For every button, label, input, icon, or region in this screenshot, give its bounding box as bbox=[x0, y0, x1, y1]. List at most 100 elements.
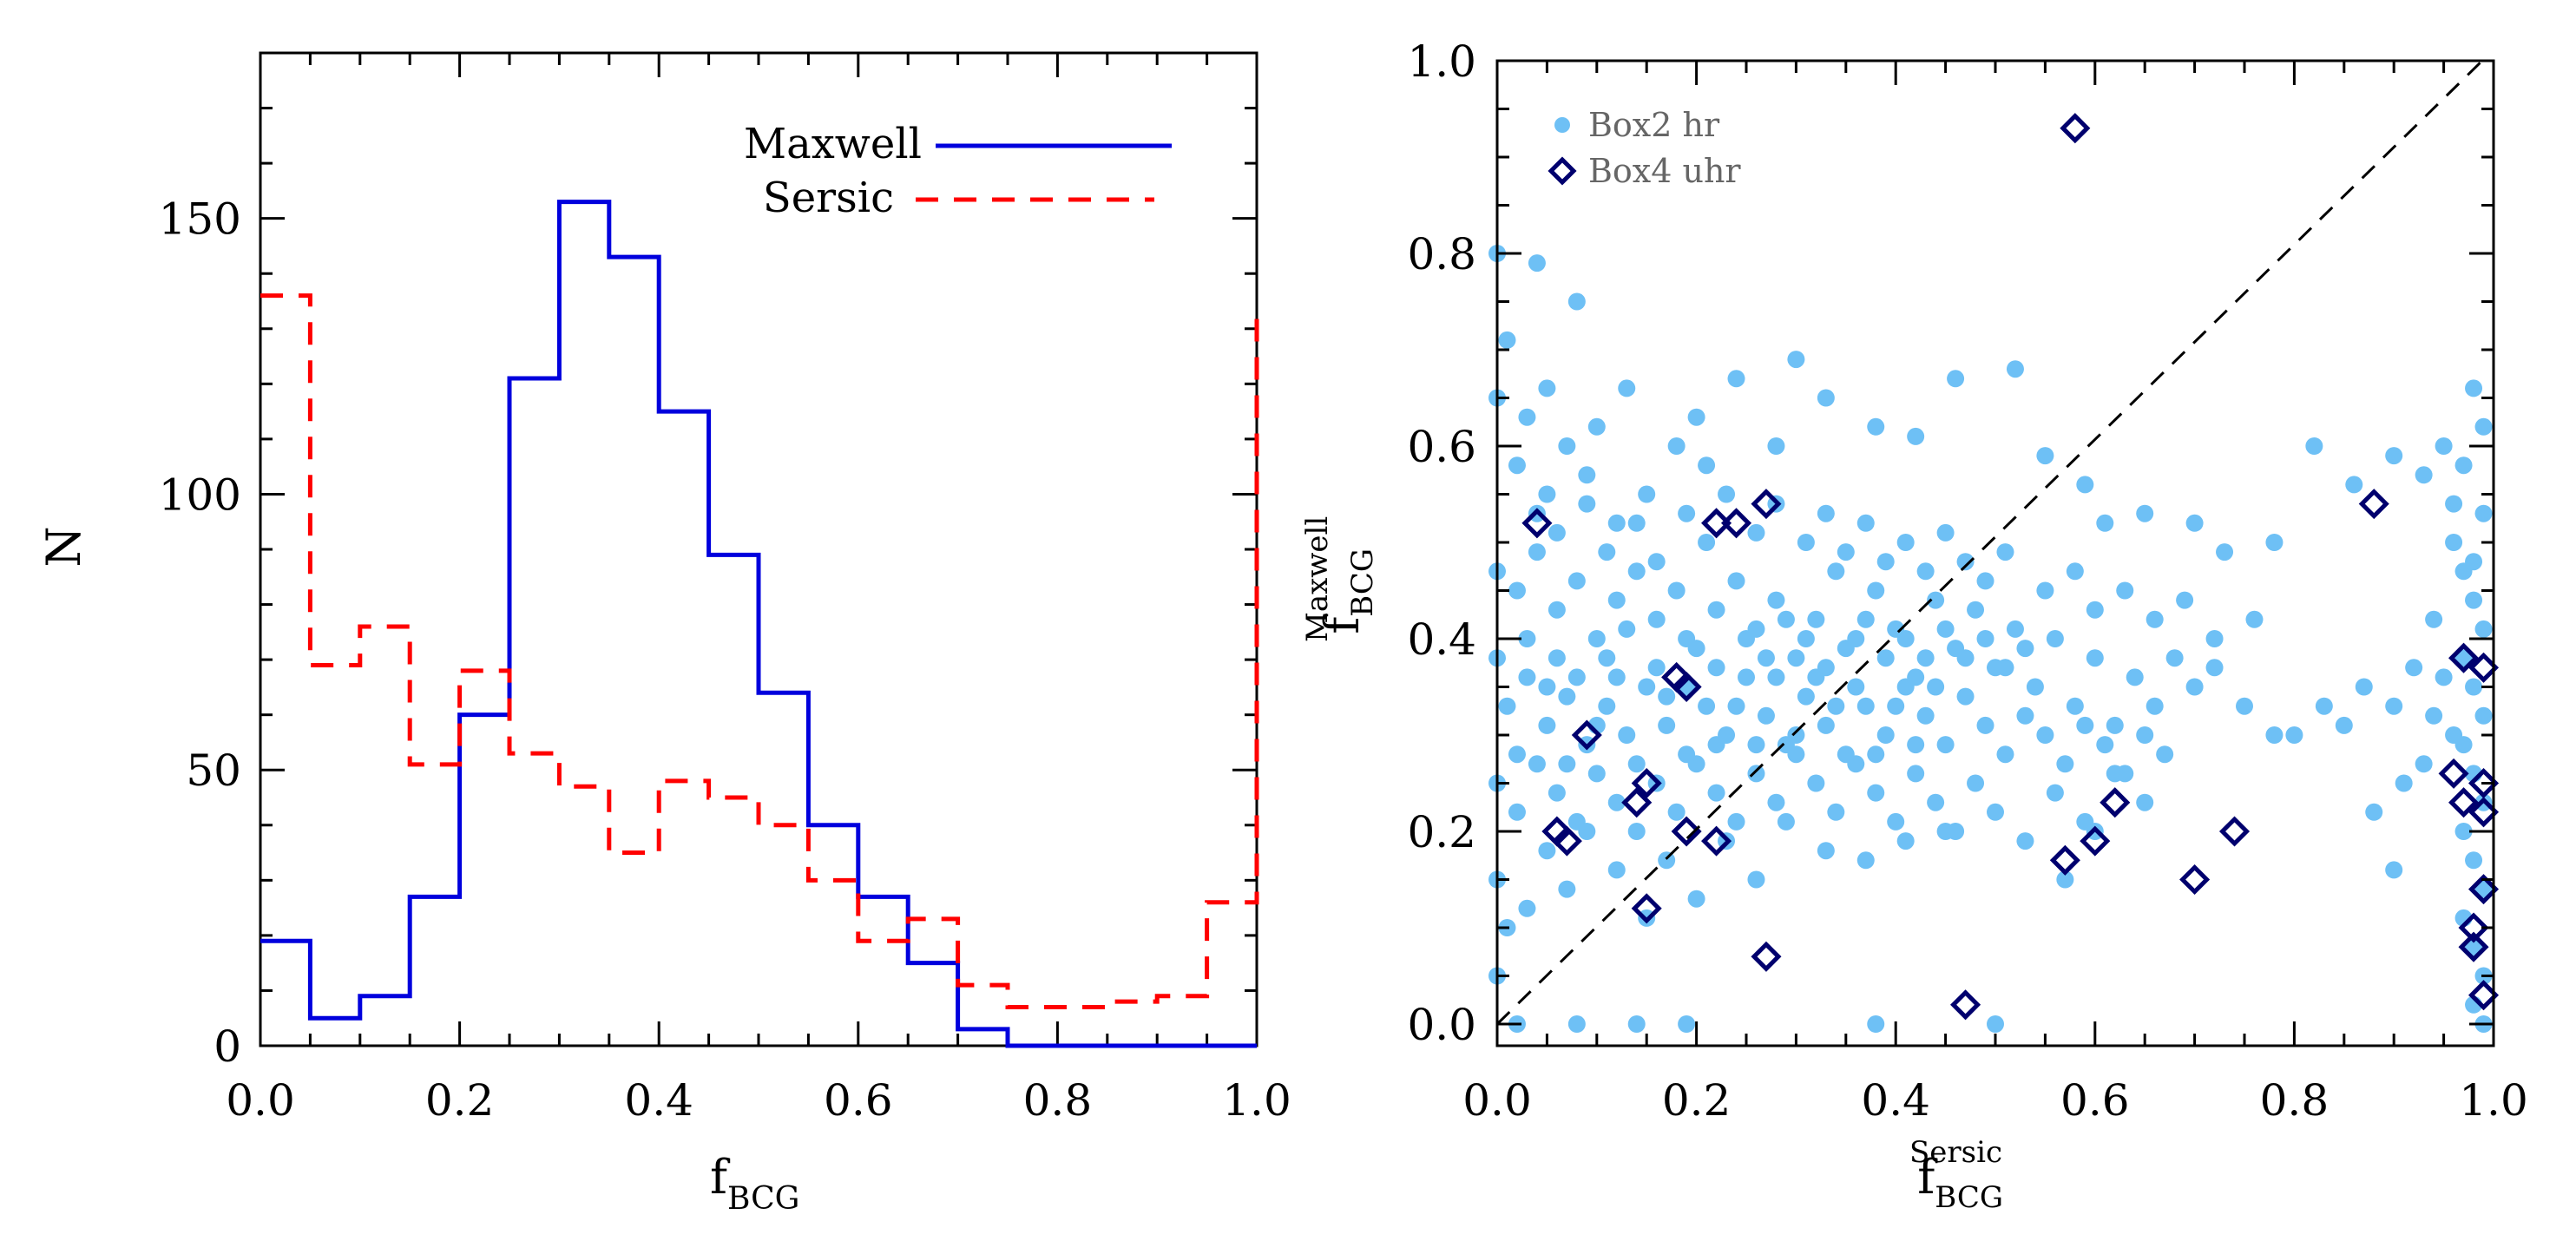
box2-hr-point bbox=[1827, 803, 1845, 821]
box4-uhr-point bbox=[2179, 863, 2211, 896]
box2-hr-point bbox=[1936, 620, 1955, 638]
box2-hr-point bbox=[2146, 610, 2164, 628]
box2-hr-point bbox=[2474, 504, 2493, 522]
legend-label-box4-uhr: Box4 uhr bbox=[1588, 152, 1741, 190]
box2-hr-point bbox=[1627, 562, 1646, 581]
box2-hr-point bbox=[2086, 601, 2104, 619]
box2-hr-point bbox=[1936, 823, 1955, 840]
box2-hr-point bbox=[2076, 716, 2094, 734]
box2-hr-point bbox=[1707, 659, 1725, 677]
box2-hr-point bbox=[1817, 504, 1835, 522]
histogram-series-sersic bbox=[260, 293, 1259, 1010]
box2-hr-point bbox=[2205, 659, 2224, 677]
scatter-x-tick-label: 0.6 bbox=[2060, 1075, 2130, 1126]
box2-hr-point bbox=[1827, 562, 1845, 581]
box2-hr-point bbox=[1916, 706, 1935, 725]
box2-hr-point bbox=[1727, 697, 1745, 715]
box2-hr-point bbox=[1548, 601, 1566, 619]
scatter-ticks bbox=[1495, 59, 2495, 1046]
box2-hr-point bbox=[1687, 755, 1705, 773]
box2-hr-point bbox=[1787, 351, 1805, 369]
box2-hr-point bbox=[2205, 630, 2224, 647]
box4-uhr-point bbox=[1551, 825, 1582, 857]
histogram-x-tick-labels: 0.0 0.2 0.4 0.6 0.8 1.0 bbox=[226, 1075, 1291, 1126]
box2-hr-point bbox=[2465, 379, 2483, 397]
box2-hr-point bbox=[1856, 610, 1875, 628]
box2-hr-point bbox=[1757, 706, 1775, 725]
scatter-y-tick-label: 0.8 bbox=[1407, 229, 1476, 279]
box2-hr-point bbox=[1528, 543, 1546, 561]
box2-hr-point bbox=[1538, 842, 1556, 860]
scatter-x-tick-label: 0.2 bbox=[1662, 1075, 1732, 1126]
box2-hr-point bbox=[2385, 447, 2403, 465]
box2-hr-point bbox=[1727, 812, 1745, 831]
box2-hr-point bbox=[2096, 514, 2114, 532]
box2-hr-point bbox=[1658, 716, 1676, 734]
histogram-series-maxwell bbox=[260, 200, 1257, 1048]
box2-hr-point bbox=[1707, 601, 1725, 619]
box2-hr-point bbox=[1718, 485, 1736, 503]
box2-hr-point bbox=[1996, 659, 2014, 677]
box2-hr-point bbox=[2305, 437, 2323, 455]
box2-hr-point bbox=[1738, 668, 1755, 686]
scatter-x-axis-title: fBCGSersic bbox=[1909, 1135, 2003, 1215]
scatter-x-tick-label: 0.4 bbox=[1861, 1075, 1930, 1126]
box4-uhr-point bbox=[2448, 787, 2480, 818]
box2-hr-point bbox=[1618, 726, 1636, 744]
legend-marker-box4-uhr bbox=[1548, 156, 1577, 186]
box2-hr-point bbox=[1867, 581, 1885, 600]
box2-hr-point bbox=[1567, 1015, 1586, 1033]
box2-hr-point bbox=[1847, 678, 1865, 696]
box2-hr-point bbox=[2474, 706, 2493, 725]
box2-hr-point bbox=[1856, 697, 1875, 715]
box2-hr-point bbox=[1627, 514, 1646, 532]
box2-hr-point bbox=[1587, 417, 1606, 436]
histogram-x-tick-label: 0.4 bbox=[624, 1075, 693, 1126]
box2-hr-point bbox=[2056, 870, 2074, 889]
box2-hr-point bbox=[2136, 726, 2154, 744]
box2-hr-point bbox=[2465, 938, 2483, 956]
scatter-points bbox=[1488, 113, 2500, 1033]
scatter-y-tick-label: 0.4 bbox=[1407, 614, 1476, 665]
box2-hr-point bbox=[1707, 736, 1725, 754]
box4-uhr-point bbox=[1671, 816, 1702, 847]
box2-hr-point bbox=[1747, 736, 1765, 754]
box2-hr-point bbox=[2285, 726, 2303, 744]
legend-label-box2-hr: Box2 hr bbox=[1588, 106, 1720, 144]
box2-hr-point bbox=[1767, 793, 1785, 811]
box2-hr-point bbox=[1916, 649, 1935, 667]
box2-hr-point bbox=[2415, 755, 2433, 773]
box2-hr-point bbox=[2265, 534, 2284, 551]
box2-hr-point bbox=[1757, 649, 1775, 667]
box4-uhr-point bbox=[2458, 931, 2489, 962]
box2-hr-point bbox=[1498, 697, 1516, 715]
box2-hr-point bbox=[1987, 1015, 2004, 1033]
box2-hr-point bbox=[2156, 745, 2174, 764]
box2-hr-point bbox=[1607, 668, 1626, 686]
box2-hr-point bbox=[1627, 823, 1646, 840]
box2-hr-point bbox=[2185, 514, 2204, 532]
box2-hr-point bbox=[1976, 630, 1994, 647]
box2-hr-point bbox=[1927, 591, 1945, 609]
box2-hr-point bbox=[1618, 620, 1636, 638]
box2-hr-point bbox=[1856, 851, 1875, 870]
box2-hr-point bbox=[1687, 408, 1705, 426]
box2-hr-point bbox=[1867, 784, 1885, 802]
box2-hr-point bbox=[1787, 649, 1805, 667]
box2-hr-point bbox=[1976, 716, 1994, 734]
box2-hr-point bbox=[1927, 793, 1945, 811]
box2-hr-point bbox=[2176, 591, 2194, 609]
box2-hr-point bbox=[2136, 793, 2154, 811]
histogram-x-tick-label: 0.6 bbox=[824, 1075, 893, 1126]
box2-hr-point bbox=[2116, 581, 2134, 600]
box2-hr-point bbox=[1837, 640, 1855, 658]
box2-hr-point bbox=[2415, 466, 2433, 484]
box2-hr-point bbox=[1607, 793, 1626, 811]
box2-hr-point bbox=[1698, 456, 1716, 475]
box2-hr-point bbox=[2245, 610, 2264, 628]
box2-hr-point bbox=[1567, 668, 1586, 686]
svg-text:fBCGMaxwell: fBCGMaxwell bbox=[1300, 516, 1380, 642]
box2-hr-point bbox=[2335, 716, 2353, 734]
box2-hr-point bbox=[1538, 485, 1556, 503]
box4-uhr-point bbox=[2458, 912, 2489, 943]
